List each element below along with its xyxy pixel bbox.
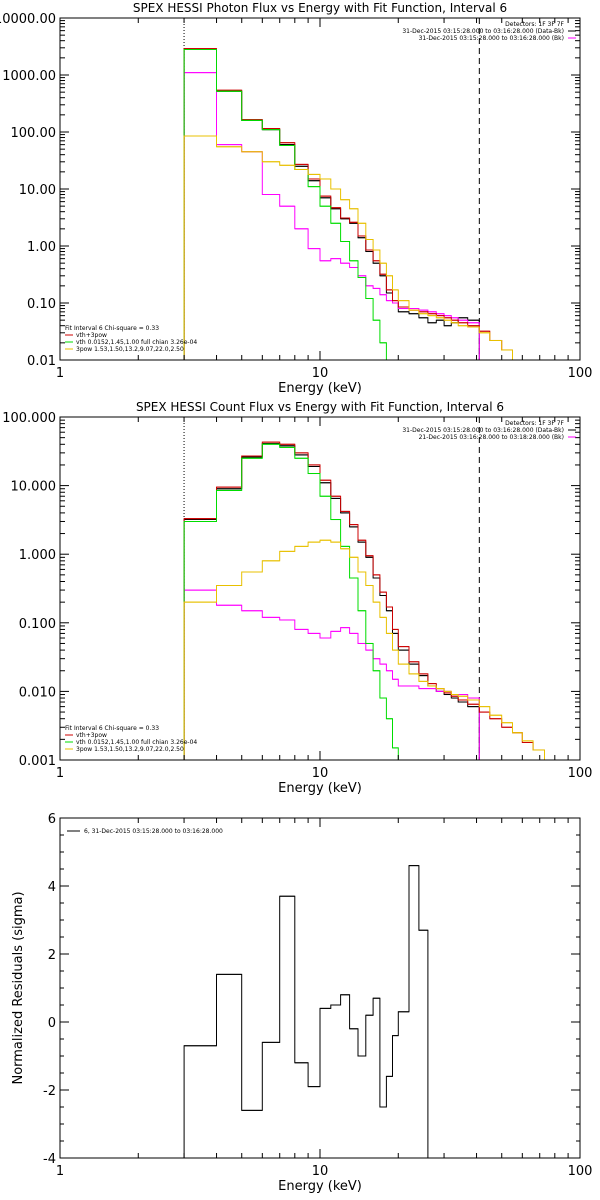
series-line	[183, 443, 480, 760]
series-3pow	[183, 539, 555, 760]
x-tick-label: 100	[568, 766, 593, 781]
series-line	[183, 48, 523, 360]
y-tick-label: 0.001	[19, 754, 56, 769]
panel-1: SPEX HESSI Photon Flux vs Energy with Fi…	[0, 1, 592, 396]
y-axis-label: Normalized Residuals (sigma)	[11, 891, 26, 1084]
x-tick-label: 100	[568, 366, 593, 381]
series-line	[183, 443, 399, 760]
chart-title: SPEX HESSI Count Flux vs Energy with Fit…	[136, 400, 504, 414]
x-tick-label: 1	[56, 1164, 64, 1179]
header-annotation: Detectors: 1F 3F 7F	[505, 420, 564, 427]
header-annotation: Detectors: 1F 3F 7F	[505, 21, 564, 28]
y-tick-label: 1000.00	[2, 69, 56, 84]
x-tick-label: 100	[568, 1164, 593, 1179]
series-bk	[183, 72, 480, 360]
y-tick-label: 10.00	[19, 183, 56, 198]
header-annotation: 31-Dec-2015 03:15:28.000 to 03:16:28.000…	[402, 28, 564, 35]
fit-annotation: vth+3pow	[76, 732, 107, 739]
fit-annotation: 3pow 1.53,1.50,13.2,9.07,22.0,2.50	[76, 746, 184, 753]
y-tick-label: 0.01	[27, 354, 56, 369]
plot-area	[183, 18, 523, 360]
y-tick-label: 10.000	[11, 480, 57, 495]
panel-2: SPEX HESSI Count Flux vs Energy with Fit…	[2, 400, 592, 796]
y-tick-label: -2	[43, 1084, 56, 1099]
y-tick-label: 1.000	[19, 548, 56, 563]
plot-frame	[59, 817, 581, 1159]
y-tick-label: 4	[48, 880, 56, 895]
series-line	[183, 441, 555, 760]
y-tick-label: 100.000	[2, 411, 56, 426]
x-axis-label: Energy (keV)	[278, 781, 362, 796]
header-annotation: 31-Dec-2015 03:15:28.000 to 03:16:28.000…	[402, 427, 564, 434]
series-vth-3pow	[183, 48, 523, 360]
x-tick-label: 1	[56, 766, 64, 781]
series-3pow	[183, 135, 523, 360]
fit-annotation: vth 0.0152,1.45,1.00 full chian 3.26e-04	[76, 339, 197, 346]
panel-3: 1 10 100 Energy (keV) 6 4 2 0 -2 -4 Normalized Res…	[11, 812, 592, 1194]
series-line	[183, 135, 523, 360]
series-6-31-dec-2015-03-15-28-000-to-03-16-28-000	[183, 865, 437, 1158]
header-annotation: 21-Dec-2015 03:16:28.000 to 03:18:28.000…	[419, 434, 564, 441]
y-tick-label: 100.00	[11, 126, 57, 141]
series-bk	[183, 589, 480, 760]
y-tick-label: 6	[48, 812, 56, 827]
series-data-bk	[183, 443, 480, 760]
plot-area	[183, 865, 437, 1158]
series-vth	[183, 443, 399, 760]
series-line	[183, 589, 480, 760]
series-line	[183, 72, 480, 360]
y-tick-label: 0.100	[19, 617, 56, 632]
y-tick-label: 1.00	[27, 240, 56, 255]
series-line	[183, 865, 437, 1158]
y-tick-label: 0.010	[19, 685, 56, 700]
y-tick-label: 0	[48, 1016, 56, 1031]
y-tick-label: 0.10	[27, 297, 56, 312]
fit-annotation: vth 0.0152,1.45,1.00 full chian 3.26e-04	[76, 739, 197, 746]
chart-title: SPEX HESSI Photon Flux vs Energy with Fi…	[133, 1, 507, 15]
legend-text: 6, 31-Dec-2015 03:15:28.000 to 03:16:28.…	[84, 828, 223, 835]
fit-annotation: Fit Interval 6 Chi-square = 0.33	[65, 325, 159, 332]
header-annotation: 31-Dec-2015 03:15:28.000 to 03:16:28.000…	[419, 35, 564, 42]
fit-annotation: Fit Interval 6 Chi-square = 0.33	[65, 725, 159, 732]
x-tick-label: 1	[56, 366, 64, 381]
series-line	[183, 539, 555, 760]
x-axis-label: Energy (keV)	[278, 1179, 362, 1194]
y-tick-label: 10000.00	[0, 12, 56, 27]
series-vth-3pow	[183, 441, 555, 760]
y-tick-label: -4	[43, 1152, 56, 1167]
series-line	[183, 49, 399, 360]
x-tick-label: 10	[312, 366, 329, 381]
fit-annotation: 3pow 1.53,1.50,13.2,9.07,22.0,2.50	[76, 346, 184, 353]
x-tick-label: 10	[312, 766, 329, 781]
fit-annotation: vth+3pow	[76, 332, 107, 339]
y-tick-label: 2	[48, 948, 56, 963]
x-tick-label: 10	[312, 1164, 329, 1179]
x-axis-label: Energy (keV)	[278, 381, 362, 396]
plot-area	[183, 417, 555, 760]
